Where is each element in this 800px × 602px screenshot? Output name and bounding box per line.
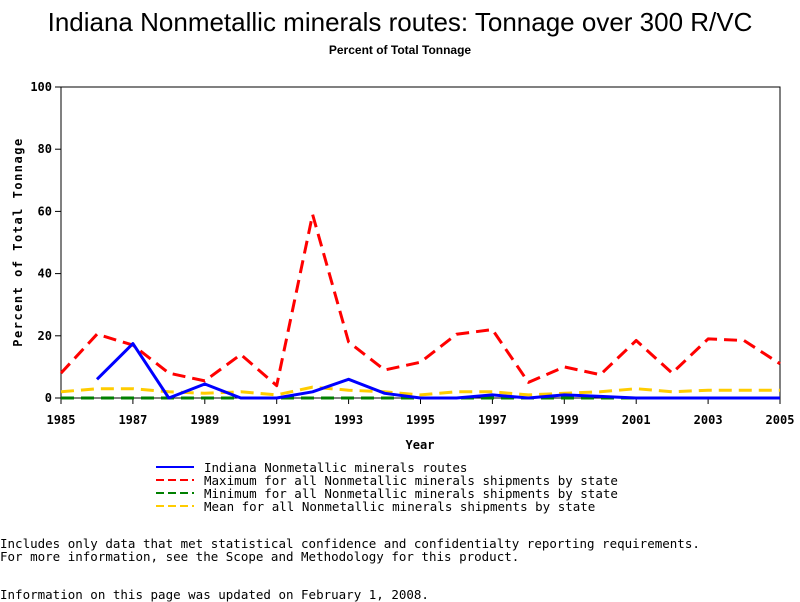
- y-axis-label: Percent of Total Tonnage: [11, 137, 25, 346]
- y-tick-label: 60: [38, 204, 52, 218]
- x-tick-label: 1989: [190, 413, 219, 427]
- x-tick-label: 1999: [550, 413, 579, 427]
- plot-frame: [60, 86, 781, 399]
- footnote-confidence: Includes only data that met statistical …: [0, 536, 700, 551]
- x-tick-label: 1987: [118, 413, 147, 427]
- x-tick-label: 1991: [262, 413, 291, 427]
- y-tick-label: 20: [38, 329, 52, 343]
- y-axis: 0 20 40 60 80 100: [30, 80, 61, 405]
- legend-label: Mean for all Nonmetallic minerals shipme…: [204, 499, 595, 514]
- x-tick-label: 1985: [47, 413, 76, 427]
- x-axis-label: Year: [406, 438, 435, 452]
- y-tick-label: 80: [38, 142, 52, 156]
- x-tick-label: 1997: [478, 413, 507, 427]
- y-tick-label: 40: [38, 267, 52, 281]
- series-line-1: [59, 213, 781, 388]
- footnote-updated: Information on this page was updated on …: [0, 587, 429, 602]
- x-tick-label: 1995: [406, 413, 435, 427]
- x-tick-label: 1993: [334, 413, 363, 427]
- series-line-0: [95, 342, 780, 400]
- legend-label: Indiana Nonmetallic minerals routes: [204, 460, 467, 475]
- x-tick-label: 2003: [694, 413, 723, 427]
- y-tick-label: 100: [30, 80, 52, 94]
- legend: Indiana Nonmetallic minerals routesMaxim…: [156, 460, 618, 514]
- x-tick-label: 2005: [766, 413, 795, 427]
- legend-label: Minimum for all Nonmetallic minerals shi…: [204, 486, 618, 501]
- legend-label: Maximum for all Nonmetallic minerals shi…: [204, 473, 618, 488]
- footnote-methodology: For more information, see the Scope and …: [0, 549, 520, 564]
- series-layer: [59, 213, 781, 400]
- x-tick-label: 2001: [622, 413, 651, 427]
- chart-title: Indiana Nonmetallic minerals routes: Ton…: [48, 7, 753, 37]
- chart-subtitle: Percent of Total Tonnage: [329, 43, 472, 57]
- series-line-3: [60, 385, 780, 397]
- x-axis: 1985 1987 1989 1991 1993 1995 1997 1999 2001 2003…: [47, 398, 795, 427]
- y-tick-label: 0: [45, 391, 52, 405]
